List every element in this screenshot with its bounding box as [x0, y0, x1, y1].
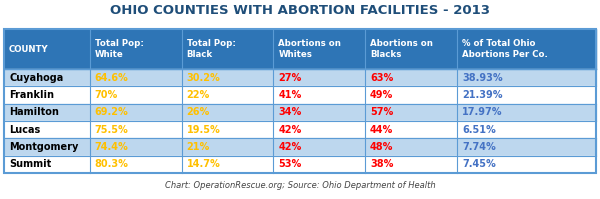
Text: Abortions on
Whites: Abortions on Whites — [278, 39, 341, 59]
Text: 70%: 70% — [95, 90, 118, 100]
Text: 44%: 44% — [370, 125, 394, 135]
Text: 19.5%: 19.5% — [187, 125, 220, 135]
Text: Montgomery: Montgomery — [9, 142, 79, 152]
Text: 7.74%: 7.74% — [462, 142, 496, 152]
Text: Lucas: Lucas — [9, 125, 40, 135]
Text: % of Total Ohio
Abortions Per Co.: % of Total Ohio Abortions Per Co. — [462, 39, 548, 59]
Text: Total Pop:
White: Total Pop: White — [95, 39, 144, 59]
Text: 7.45%: 7.45% — [462, 159, 496, 169]
Text: Summit: Summit — [9, 159, 51, 169]
Text: 53%: 53% — [278, 159, 302, 169]
Text: COUNTY: COUNTY — [9, 45, 49, 54]
Text: 42%: 42% — [278, 125, 302, 135]
Text: 17.97%: 17.97% — [462, 107, 502, 117]
Text: 80.3%: 80.3% — [95, 159, 129, 169]
Text: 6.51%: 6.51% — [462, 125, 496, 135]
Text: Franklin: Franklin — [9, 90, 54, 100]
Text: 42%: 42% — [278, 142, 302, 152]
Text: 48%: 48% — [370, 142, 394, 152]
Text: 21.39%: 21.39% — [462, 90, 502, 100]
Text: 69.2%: 69.2% — [95, 107, 128, 117]
Text: Abortions on
Blacks: Abortions on Blacks — [370, 39, 433, 59]
Text: 75.5%: 75.5% — [95, 125, 128, 135]
Text: 49%: 49% — [370, 90, 394, 100]
Text: 30.2%: 30.2% — [187, 73, 220, 83]
Text: 22%: 22% — [187, 90, 210, 100]
Text: Hamilton: Hamilton — [9, 107, 59, 117]
Text: OHIO COUNTIES WITH ABORTION FACILITIES - 2013: OHIO COUNTIES WITH ABORTION FACILITIES -… — [110, 4, 490, 17]
Text: 14.7%: 14.7% — [187, 159, 220, 169]
Text: 38.93%: 38.93% — [462, 73, 503, 83]
Text: Chart: OperationRescue.org; Source: Ohio Department of Health: Chart: OperationRescue.org; Source: Ohio… — [164, 181, 436, 190]
Text: 64.6%: 64.6% — [95, 73, 128, 83]
Bar — [4, 29, 596, 173]
Text: Total Pop:
Black: Total Pop: Black — [187, 39, 235, 59]
Text: 41%: 41% — [278, 90, 302, 100]
Text: 63%: 63% — [370, 73, 394, 83]
Text: Cuyahoga: Cuyahoga — [9, 73, 63, 83]
Text: 34%: 34% — [278, 107, 302, 117]
Text: 21%: 21% — [187, 142, 210, 152]
Text: 38%: 38% — [370, 159, 394, 169]
Text: 57%: 57% — [370, 107, 394, 117]
Text: 27%: 27% — [278, 73, 302, 83]
Text: 26%: 26% — [187, 107, 210, 117]
Text: 74.4%: 74.4% — [95, 142, 128, 152]
